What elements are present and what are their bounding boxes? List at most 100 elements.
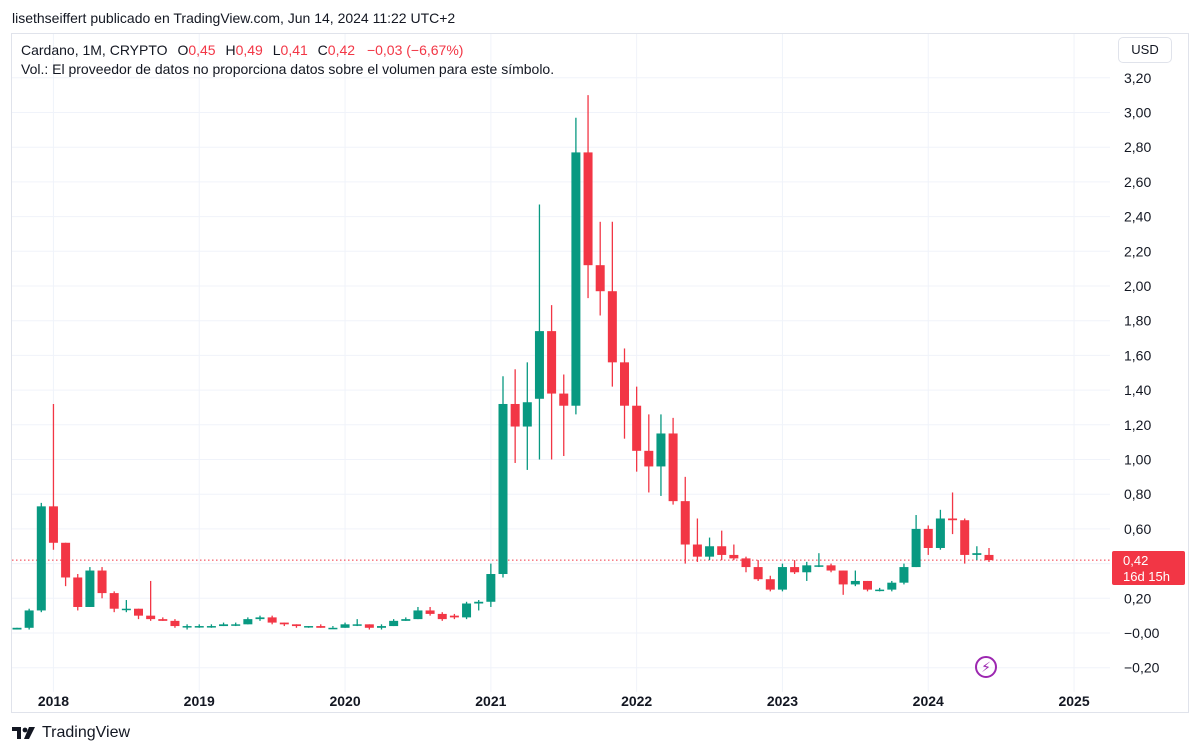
x-tick-label: 2021 — [475, 693, 506, 709]
candle-body — [790, 567, 800, 573]
currency-button[interactable]: USD — [1118, 37, 1172, 63]
candle — [522, 362, 532, 470]
y-tick-label: 0,60 — [1124, 521, 1151, 537]
high-value: 0,49 — [235, 42, 263, 58]
candle-body — [547, 331, 557, 394]
high-label: H — [225, 42, 236, 58]
candle-body — [863, 580, 872, 590]
candle — [340, 622, 350, 628]
candle — [741, 556, 751, 573]
tradingview-logo-icon — [12, 727, 35, 739]
y-tick-label: 1,00 — [1124, 452, 1151, 468]
y-tick-label: 2,60 — [1124, 174, 1151, 190]
candle — [182, 624, 192, 630]
candle-body — [510, 403, 520, 427]
candle — [437, 612, 447, 621]
last-price: 0,42 — [1123, 553, 1149, 568]
y-tick-label: 1,20 — [1124, 417, 1151, 433]
x-tick-label: 2022 — [621, 693, 652, 709]
candle — [972, 546, 982, 561]
candle-body — [607, 291, 617, 363]
candle — [255, 615, 265, 621]
candle — [644, 414, 654, 493]
y-tick-label: −0,20 — [1124, 660, 1160, 676]
candle-body — [291, 624, 301, 627]
candle — [170, 619, 180, 628]
candle — [85, 567, 95, 607]
candle — [48, 403, 58, 550]
candle-body — [571, 152, 581, 406]
candle — [863, 580, 872, 592]
candle-body — [219, 624, 229, 627]
candle-body — [668, 433, 678, 502]
candle-body — [620, 362, 629, 406]
candle — [790, 560, 800, 575]
candle-body — [729, 554, 739, 559]
candle-body — [85, 570, 95, 607]
last-price-tag: 0,42 16d 15h — [1112, 551, 1185, 585]
bar-countdown: 16d 15h — [1123, 569, 1170, 584]
candle — [765, 575, 775, 592]
x-axis: 2018 2019 2020 2021 2022 2023 2024 2025 — [38, 693, 1090, 709]
candle-body — [36, 506, 46, 611]
x-tick-label: 2025 — [1058, 693, 1089, 709]
x-tick-label: 2023 — [767, 693, 798, 709]
chart-frame — [11, 33, 1189, 713]
volume-note: Vol.: El proveedor de datos no proporcio… — [21, 61, 555, 77]
candle-body — [364, 624, 374, 628]
y-tick-label: 1,80 — [1124, 313, 1151, 329]
candle-body — [935, 518, 945, 548]
candle-body — [765, 579, 775, 590]
lightning-icon[interactable]: ⚡ — [975, 656, 997, 678]
candle — [328, 626, 338, 630]
candle — [449, 613, 459, 620]
candle — [777, 563, 787, 592]
low-value: 0,41 — [280, 42, 308, 58]
candle-body — [243, 619, 253, 625]
y-tick-label: 2,20 — [1124, 243, 1151, 259]
candle — [559, 374, 569, 457]
candle — [194, 624, 204, 628]
candle-body — [474, 601, 484, 604]
candle — [243, 617, 253, 625]
candle-body — [534, 331, 544, 399]
candle — [899, 563, 909, 585]
y-tick-label: 0,20 — [1124, 590, 1151, 606]
candle — [316, 624, 326, 628]
candle — [705, 537, 715, 561]
candle — [377, 624, 386, 630]
change-value: −0,03 (−6,67%) — [366, 42, 464, 58]
candle — [474, 600, 484, 611]
candle-body — [875, 589, 885, 592]
open-label: O — [177, 42, 189, 58]
candle-body — [632, 405, 642, 451]
candle — [12, 627, 22, 630]
candle-body — [146, 615, 156, 620]
candle-body — [802, 565, 812, 573]
candle — [401, 617, 411, 621]
candle-body — [340, 624, 350, 628]
candle — [802, 561, 812, 581]
candle — [632, 386, 642, 472]
candle — [413, 606, 423, 620]
candle — [887, 580, 897, 592]
candle — [97, 567, 107, 599]
candle — [826, 563, 836, 573]
y-axis: −0,20 −0,00 0,20 0,60 0,80 1,00 1,20 1,40 1,60 1,… — [1124, 70, 1160, 676]
candle-body — [279, 622, 289, 625]
candle — [547, 305, 557, 460]
y-tick-label: −0,00 — [1124, 625, 1160, 641]
candle — [73, 574, 83, 611]
candle — [36, 502, 46, 613]
candle-body — [838, 570, 848, 585]
y-tick-label: 2,40 — [1124, 209, 1151, 225]
candle — [668, 417, 678, 505]
candle-body — [644, 450, 654, 467]
candle-body — [170, 620, 180, 627]
candle-body — [777, 567, 787, 590]
candle — [352, 619, 362, 627]
candle — [24, 608, 34, 630]
y-tick-label: 1,60 — [1124, 347, 1151, 363]
candle-body — [24, 610, 34, 628]
